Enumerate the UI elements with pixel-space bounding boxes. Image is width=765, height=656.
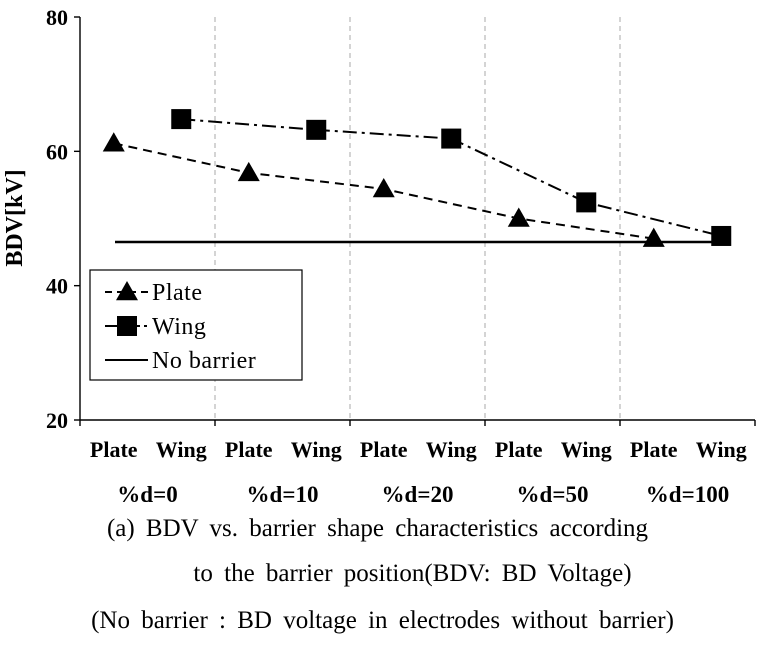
legend-label: No barrier [152, 348, 256, 374]
legend-entry: Plate [105, 280, 203, 306]
series [102, 109, 732, 247]
caption-line-2: to the barrier position(BDV: BD Voltage) [193, 560, 632, 587]
caption-line-1: (a) BDV vs. barrier shape characteristic… [106, 515, 649, 542]
category-label: Plate [90, 437, 138, 462]
data-point-marker [372, 177, 395, 198]
category-label: Plate [360, 437, 408, 462]
group-labels: %d=0 %d=10 %d=20 %d=50 %d=100 [117, 482, 729, 507]
y-axis-title: BDV[kV] [2, 169, 28, 266]
y-tick-label: 20 [46, 408, 68, 433]
legend-entry: No barrier [105, 348, 256, 374]
legend-label: Plate [152, 280, 203, 306]
data-point-marker [102, 132, 125, 152]
y-tick-labels: 20 40 60 80 [46, 5, 68, 433]
series-plate [102, 132, 665, 247]
category-label: Wing [561, 437, 612, 462]
series-wing [171, 109, 732, 246]
category-labels: Plate Wing Plate Wing Plate Wing Plate Wing Plat… [90, 437, 747, 462]
category-label: Plate [495, 437, 543, 462]
legend-marker [116, 281, 138, 301]
group-label: %d=20 [382, 482, 454, 507]
group-label: %d=50 [517, 482, 589, 507]
data-point-marker [237, 161, 260, 182]
data-point-marker [507, 207, 530, 227]
category-label: Wing [156, 437, 207, 462]
y-tick-label: 80 [46, 5, 68, 30]
legend-entry: Wing [105, 314, 206, 340]
group-label: %d=0 [117, 482, 177, 507]
caption-line-3: (No barrier : BD voltage in electrodes w… [91, 607, 674, 634]
legend-label: Wing [152, 314, 206, 340]
category-label: Wing [696, 437, 747, 462]
category-label: Plate [225, 437, 273, 462]
data-point-marker [306, 119, 327, 140]
axes [74, 16, 756, 426]
y-tick-label: 40 [46, 274, 68, 299]
category-label: Wing [426, 437, 477, 462]
data-point-marker [576, 192, 597, 213]
legend-marker [117, 316, 137, 336]
data-point-marker [441, 128, 462, 149]
group-label: %d=10 [247, 482, 319, 507]
data-point-marker [171, 109, 192, 130]
y-tick-label: 60 [46, 139, 68, 164]
group-label: %d=100 [646, 482, 729, 507]
category-label: Wing [291, 437, 342, 462]
legend: Plate Wing No barrier [89, 269, 303, 381]
category-label: Plate [630, 437, 678, 462]
